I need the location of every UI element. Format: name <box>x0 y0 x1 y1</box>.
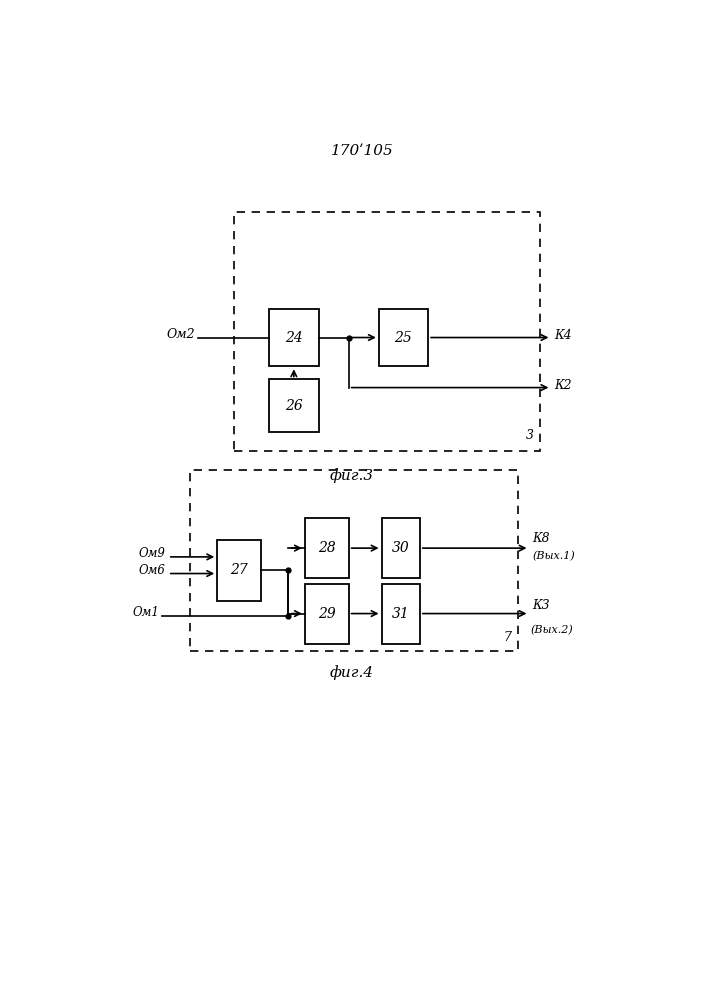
Text: 24: 24 <box>285 331 303 345</box>
Text: Ом2: Ом2 <box>167 328 195 341</box>
Bar <box>269 309 319 366</box>
Text: 170ʹ105: 170ʹ105 <box>331 144 394 158</box>
Text: К2: К2 <box>554 379 572 392</box>
Text: 30: 30 <box>392 541 409 555</box>
Text: фиг.4: фиг.4 <box>329 665 373 680</box>
Text: 29: 29 <box>318 607 336 621</box>
Text: К3: К3 <box>532 599 550 612</box>
Text: Ом6: Ом6 <box>138 564 165 577</box>
Bar <box>379 309 428 366</box>
Text: 31: 31 <box>392 607 409 621</box>
Bar <box>269 379 319 432</box>
Text: Ом9: Ом9 <box>138 547 165 560</box>
Text: К8: К8 <box>532 532 550 545</box>
Bar <box>233 212 540 451</box>
Text: 7: 7 <box>503 631 512 644</box>
Text: 3: 3 <box>525 429 534 442</box>
Bar <box>217 540 261 601</box>
Text: 28: 28 <box>318 541 336 555</box>
Text: (Вых.1): (Вых.1) <box>532 551 575 561</box>
Text: 26: 26 <box>285 399 303 413</box>
Text: (Вых.2): (Вых.2) <box>530 625 573 636</box>
Bar <box>382 584 420 644</box>
Bar <box>189 470 518 651</box>
Text: 25: 25 <box>395 331 412 345</box>
Text: 27: 27 <box>230 563 248 577</box>
Text: Ом1: Ом1 <box>133 606 160 619</box>
Text: К4: К4 <box>554 329 572 342</box>
Text: фиг.3: фиг.3 <box>329 468 373 483</box>
Bar <box>305 518 349 578</box>
Bar <box>382 518 420 578</box>
Bar <box>305 584 349 644</box>
